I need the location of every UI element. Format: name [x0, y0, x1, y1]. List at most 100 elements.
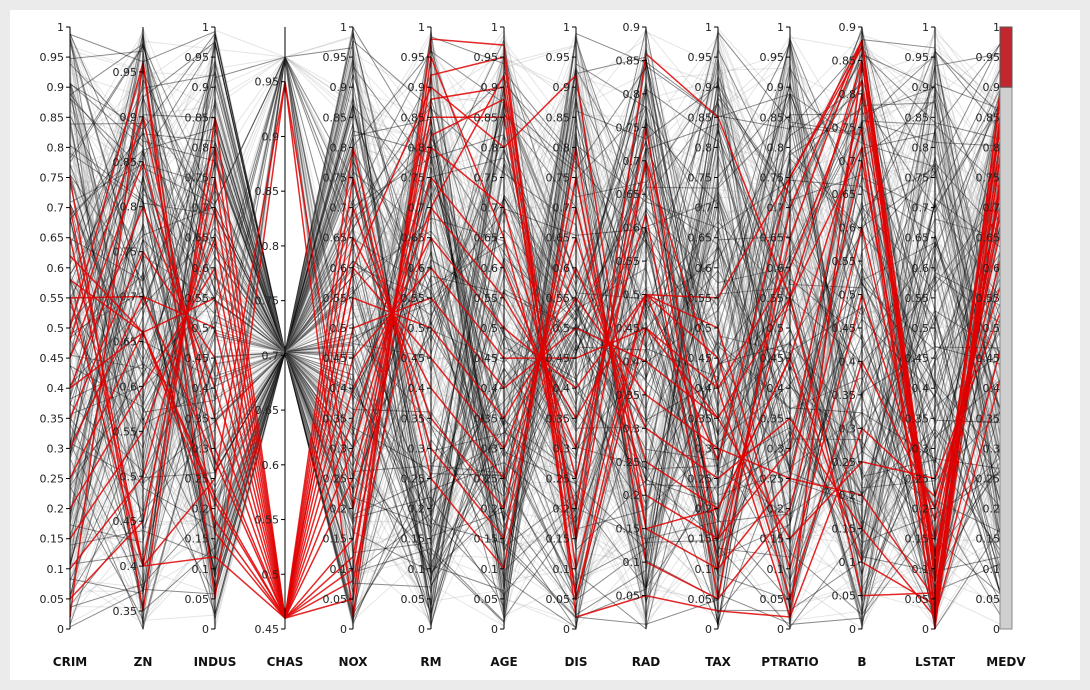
- tick-label: 0.25: [688, 473, 713, 486]
- background-line: [69, 62, 1007, 586]
- tick-label: 0.2: [330, 503, 348, 516]
- tick-label: 0.2: [47, 503, 65, 516]
- tick-label: 0.9: [262, 130, 280, 143]
- tick-label: 0.7: [192, 202, 210, 215]
- medv-brush-track[interactable]: [999, 26, 1013, 630]
- tick-label: 0.45: [832, 322, 857, 335]
- tick-label: 0.75: [255, 295, 280, 308]
- background-line: [69, 136, 1007, 629]
- background-line: [69, 27, 1007, 598]
- background-line: [69, 54, 1007, 578]
- background-line: [69, 40, 1007, 613]
- background-line: [69, 48, 1007, 595]
- tick-label: 0.4: [912, 382, 930, 395]
- tick-label: 0.4: [623, 355, 641, 368]
- tick-label: 0.55: [323, 292, 348, 305]
- tick-label: 0.15: [185, 533, 210, 546]
- tick-label: 0.65: [185, 232, 210, 245]
- tick-label: 0.5: [912, 322, 930, 335]
- tick-label: 0.15: [323, 533, 348, 546]
- background-line: [69, 34, 1007, 630]
- background-line: [69, 63, 1007, 590]
- background-line: [69, 98, 1007, 621]
- tick-label: 0.8: [623, 88, 641, 101]
- tick-label: 0.6: [120, 380, 138, 393]
- tick-label: 0.8: [912, 141, 930, 154]
- background-line: [69, 58, 1007, 564]
- tick-label: 0.9: [481, 81, 499, 94]
- tick-label: 0.05: [185, 593, 210, 606]
- tick-label: 0.8: [120, 201, 138, 214]
- tick-label: 0.9: [120, 111, 138, 124]
- background-line: [69, 74, 1007, 510]
- tick-label: 0.45: [616, 322, 641, 335]
- background-line: [69, 59, 1007, 570]
- background-line: [69, 80, 1007, 585]
- background-line: [69, 75, 1007, 500]
- tick-label: 0.7: [553, 202, 571, 215]
- background-line: [69, 94, 1007, 473]
- tick-label: 0.5: [192, 322, 210, 335]
- tick-label: 0.45: [474, 352, 499, 365]
- tick-label: 0.95: [185, 51, 210, 64]
- medv-brush-selection[interactable]: [999, 26, 1013, 88]
- tick-label: 0.3: [695, 442, 713, 455]
- tick-label: 0.4: [192, 382, 210, 395]
- tick-label: 0.9: [983, 81, 1001, 94]
- background-line: [69, 38, 1007, 601]
- tick-label: 0.45: [760, 352, 785, 365]
- background-line: [69, 45, 1007, 617]
- tick-label: 0.3: [623, 422, 641, 435]
- tick-label: 0.35: [474, 412, 499, 425]
- axis-ptratio: 0 0.05 0.1 0.15 0.2 0.25 0.3 0.35 0.4 0.45 0.5 0.55…: [760, 21, 819, 669]
- tick-label: 0.75: [474, 172, 499, 185]
- axis-title: TAX: [705, 655, 732, 669]
- axis-rad: 0.05 0.1 0.15 0.2 0.25 0.3 0.35 0.4 0.45 0.5 0.55 0…: [616, 21, 661, 669]
- background-line: [69, 34, 1007, 626]
- axis-title: RM: [420, 655, 441, 669]
- tick-label: 0.1: [47, 563, 65, 576]
- tick-label: 0.15: [616, 523, 641, 536]
- background-line: [69, 45, 1007, 610]
- background-line: [69, 36, 1007, 596]
- tick-label: 0: [202, 623, 209, 636]
- tick-label: 0.55: [905, 292, 930, 305]
- tick-label: 0.85: [255, 185, 280, 198]
- background-line: [69, 71, 1007, 595]
- tick-label: 0.85: [546, 111, 571, 124]
- tick-label: 0.8: [192, 141, 210, 154]
- tick-label: 0.85: [688, 111, 713, 124]
- background-line: [69, 37, 1007, 607]
- tick-label: 0.3: [767, 442, 785, 455]
- tick-label: 1: [418, 21, 425, 34]
- tick-label: 0.5: [120, 470, 138, 483]
- tick-label: 0.25: [40, 473, 65, 486]
- background-line: [69, 59, 1007, 607]
- tick-label: 0.8: [262, 240, 280, 253]
- background-line: [69, 74, 1007, 614]
- tick-label: 0.05: [323, 593, 348, 606]
- tick-label: 0.05: [401, 593, 426, 606]
- tick-label: 0.3: [192, 442, 210, 455]
- tick-label: 0.65: [976, 232, 1001, 245]
- tick-label: 0.1: [408, 563, 426, 576]
- tick-label: 0.2: [481, 503, 499, 516]
- axis-age: 0 0.05 0.1 0.15 0.2 0.25 0.3 0.35 0.4 0.45 0.5 0.55…: [474, 21, 518, 669]
- background-line: [69, 101, 1007, 605]
- background-line: [69, 31, 1007, 597]
- background-line: [69, 105, 1007, 625]
- tick-label: 0.7: [408, 202, 426, 215]
- tick-label: 0.95: [40, 51, 65, 64]
- background-line: [69, 34, 1007, 628]
- tick-label: 0.7: [120, 291, 138, 304]
- background-line: [69, 30, 1007, 577]
- tick-label: 0.9: [330, 81, 348, 94]
- tick-label: 0.4: [408, 382, 426, 395]
- background-line: [69, 126, 1007, 620]
- tick-label: 0.65: [474, 232, 499, 245]
- tick-label: 0.1: [767, 563, 785, 576]
- tick-label: 0.85: [113, 156, 138, 169]
- background-line: [69, 58, 1007, 629]
- tick-label: 0.6: [839, 222, 857, 235]
- tick-label: 0.3: [983, 442, 1001, 455]
